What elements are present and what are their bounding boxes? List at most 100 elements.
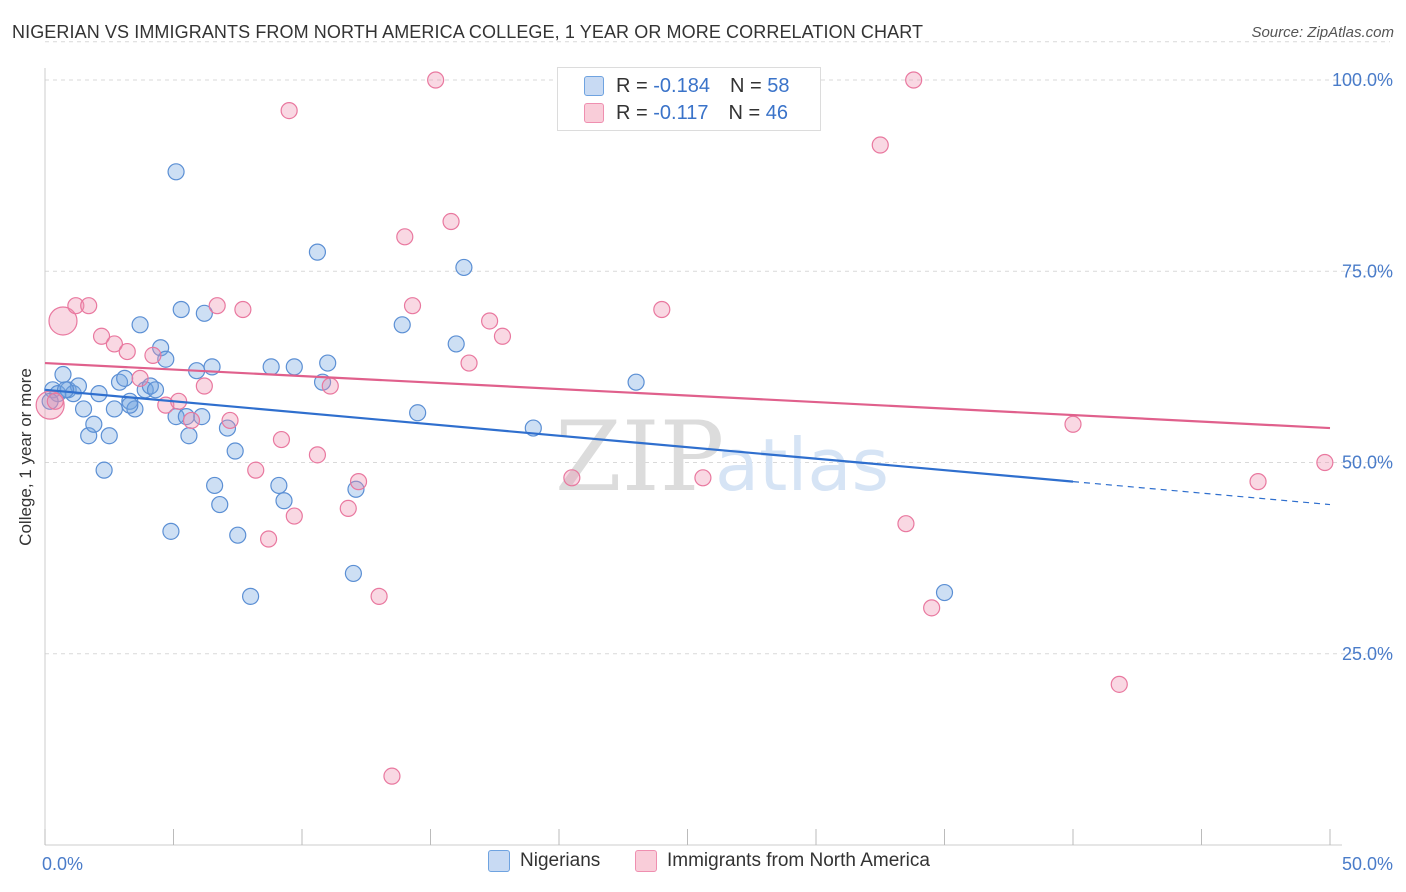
point-nigerians — [308, 243, 327, 261]
point-nigerians — [319, 354, 337, 372]
point-immigrants — [105, 335, 123, 353]
points-layer — [35, 71, 1334, 785]
trend-line-nigerians — [44, 388, 1074, 483]
y-tick-label: 50.0% — [1342, 453, 1393, 473]
point-immigrants — [285, 507, 303, 525]
point-nigerians — [193, 408, 211, 426]
point-nigerians — [211, 495, 229, 514]
point-immigrants — [259, 530, 278, 548]
point-immigrants — [442, 212, 460, 231]
point-nigerians — [285, 358, 303, 376]
point-immigrants — [131, 369, 149, 387]
point-nigerians — [262, 358, 280, 376]
point-nigerians — [242, 587, 260, 605]
series-legend-immigrants[interactable]: Immigrants from North America — [635, 850, 930, 872]
point-immigrants — [427, 71, 445, 89]
point-nigerians — [157, 350, 175, 368]
series-label-nigerians: Nigerians — [520, 850, 601, 871]
legend-n-value: 58 — [767, 74, 790, 97]
legend-r-label: R = — [616, 101, 648, 124]
point-immigrants — [221, 411, 239, 430]
point-immigrants — [1316, 453, 1334, 472]
series-swatch-nigerians — [488, 850, 510, 872]
point-nigerians — [935, 583, 954, 602]
point-nigerians — [229, 526, 247, 544]
point-nigerians — [116, 369, 134, 387]
series-legend-nigerians[interactable]: Nigerians — [488, 850, 600, 872]
point-immigrants — [481, 312, 499, 330]
point-immigrants — [247, 461, 265, 479]
chart-title: NIGERIAN VS IMMIGRANTS FROM NORTH AMERIC… — [12, 22, 924, 42]
point-immigrants — [403, 297, 422, 315]
grid-layer — [45, 41, 1390, 655]
point-nigerians — [74, 400, 93, 418]
point-immigrants — [460, 354, 478, 372]
point-immigrants — [92, 327, 111, 345]
point-immigrants — [493, 327, 512, 345]
point-immigrants — [370, 587, 388, 605]
point-immigrants — [118, 342, 136, 361]
y-tick-label: 75.0% — [1342, 261, 1393, 281]
point-immigrants — [694, 469, 712, 487]
series-legend: Nigerians Immigrants from North America — [0, 850, 1406, 878]
point-nigerians — [206, 476, 224, 495]
point-immigrants — [46, 392, 64, 410]
point-nigerians — [100, 427, 118, 445]
watermark: ZIP atlas — [555, 401, 889, 513]
legend-row-nigerians: R = -0.184 N = 58 — [584, 73, 789, 99]
x-tick-label: 0.0% — [42, 854, 83, 874]
point-immigrants — [871, 136, 889, 154]
point-nigerians — [85, 415, 103, 433]
point-immigrants — [321, 377, 339, 395]
point-immigrants — [272, 430, 291, 449]
series-swatch-immigrants — [635, 850, 657, 872]
trend-layer — [44, 361, 1331, 506]
point-nigerians — [180, 427, 198, 445]
point-immigrants — [182, 411, 201, 430]
point-nigerians — [41, 392, 59, 410]
watermark-atlas: atlas — [715, 423, 889, 507]
legend-n-label: N = — [729, 74, 762, 97]
legend-row-immigrants: R = -0.117 N = 46 — [584, 100, 788, 126]
point-nigerians — [131, 316, 149, 334]
x-tick-label: 50.0% — [1342, 854, 1393, 874]
point-nigerians — [627, 373, 645, 391]
legend-n-value: 46 — [765, 101, 788, 124]
point-immigrants — [48, 306, 78, 336]
point-immigrants — [897, 515, 915, 533]
watermark-zip: ZIP — [555, 401, 724, 513]
point-nigerians — [195, 304, 213, 322]
point-immigrants — [208, 297, 226, 315]
point-nigerians — [393, 316, 411, 334]
point-immigrants — [339, 499, 357, 517]
point-immigrants — [280, 101, 298, 120]
series-label-immigrants: Immigrants from North America — [667, 850, 930, 871]
trend-line-nigerians-extension — [1072, 481, 1331, 506]
point-nigerians — [54, 365, 72, 384]
point-nigerians — [409, 404, 427, 422]
point-nigerians — [275, 492, 293, 510]
point-immigrants — [144, 346, 162, 364]
point-immigrants — [1110, 675, 1128, 693]
y-axis-label: College, 1 year or more — [16, 368, 35, 546]
point-nigerians — [162, 522, 180, 540]
point-immigrants — [195, 377, 213, 395]
point-immigrants — [349, 473, 368, 491]
point-immigrants — [923, 599, 941, 617]
correlation-legend: R = -0.184 N = 58 R = -0.117 N = 46 — [557, 67, 821, 131]
point-nigerians — [167, 163, 185, 181]
point-immigrants — [383, 767, 401, 785]
point-nigerians — [455, 258, 473, 277]
point-nigerians — [105, 400, 123, 418]
legend-swatch-immigrants — [584, 103, 604, 123]
point-nigerians — [69, 377, 88, 395]
point-immigrants — [67, 297, 85, 315]
point-immigrants — [80, 297, 98, 315]
point-immigrants — [234, 300, 252, 319]
point-nigerians — [146, 381, 165, 399]
point-immigrants — [1249, 473, 1267, 491]
point-immigrants — [905, 71, 923, 89]
axis-layer — [44, 68, 1342, 846]
legend-swatch-nigerians — [584, 76, 604, 96]
point-nigerians — [56, 381, 75, 399]
